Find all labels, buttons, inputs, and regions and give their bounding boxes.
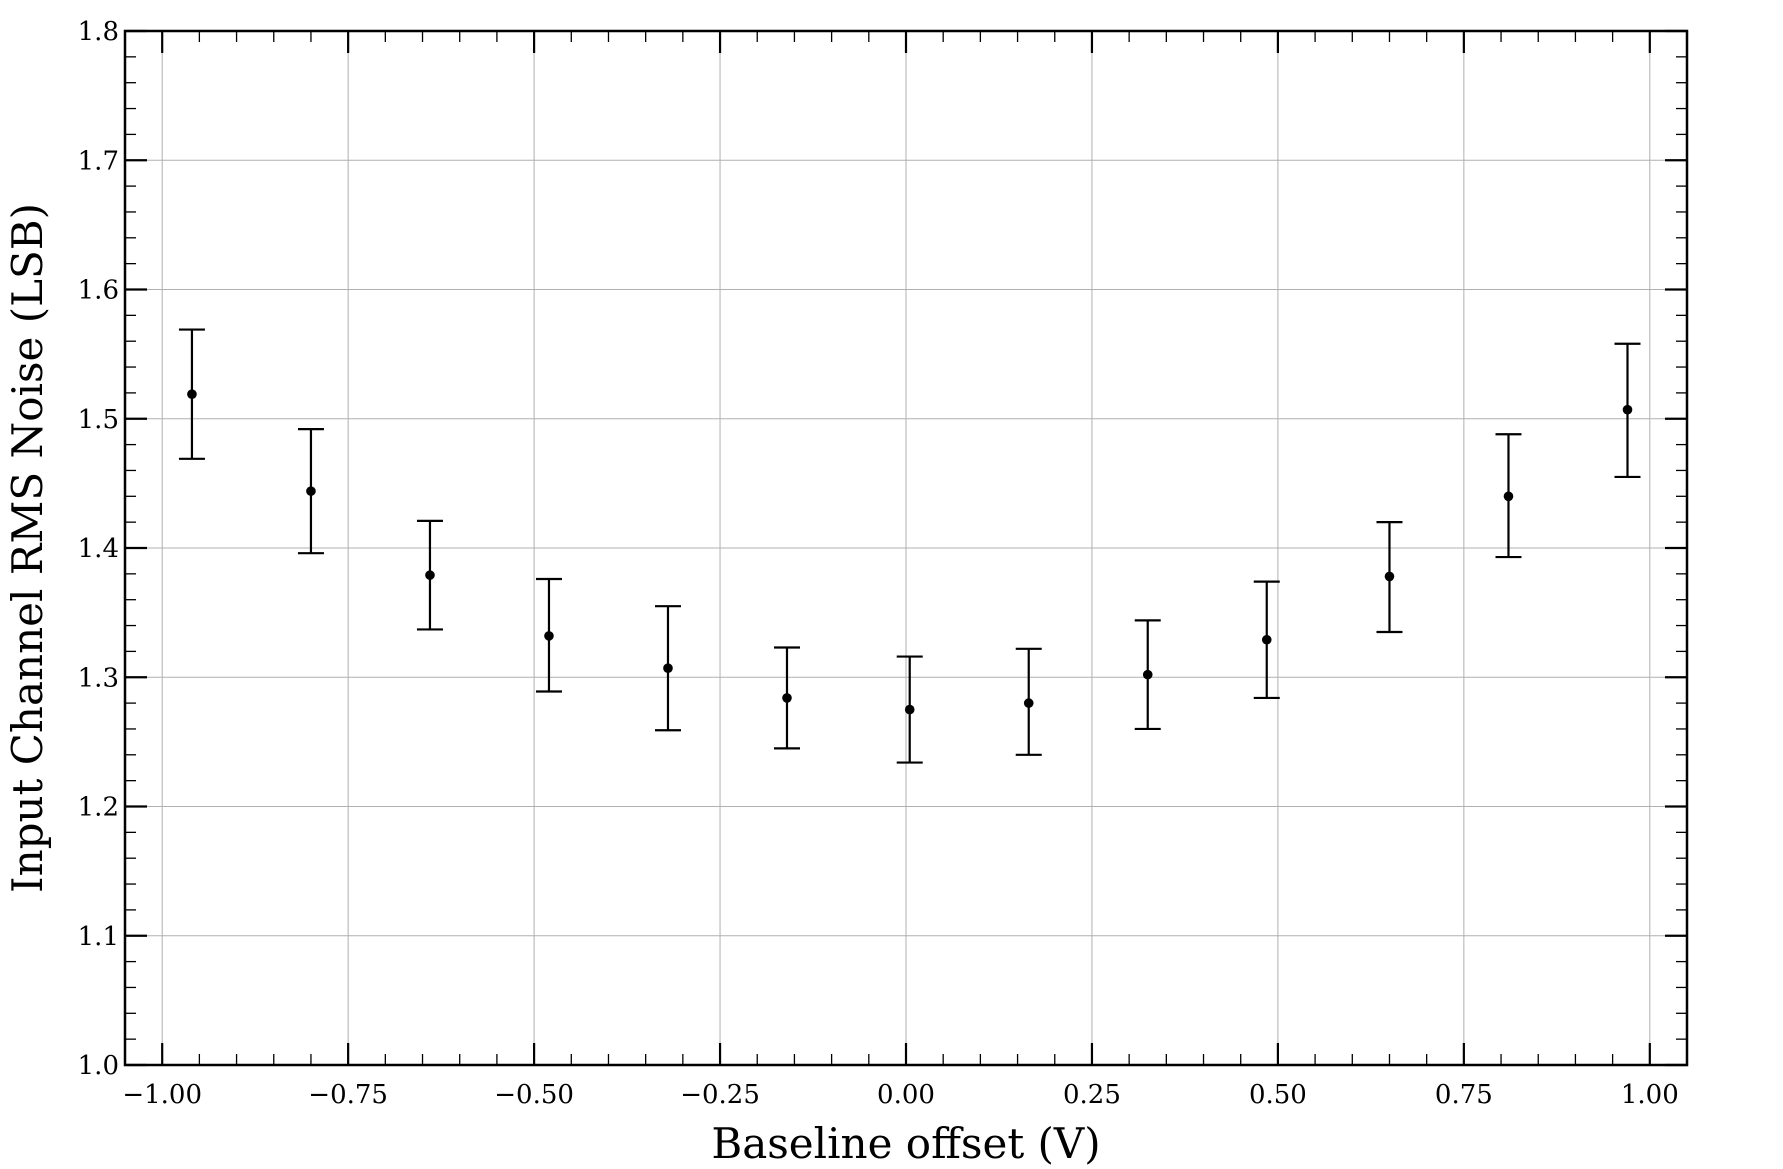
y-tick-label: 1.0 — [78, 1051, 119, 1081]
plot-frame — [123, 29, 1689, 1067]
data-point — [663, 663, 673, 674]
y-tick-label: 1.3 — [78, 663, 119, 693]
data-point — [1023, 698, 1034, 708]
data-point — [1622, 404, 1633, 415]
x-tick-label: −0.75 — [308, 1080, 388, 1110]
y-tick-label: 1.2 — [78, 793, 119, 823]
x-tick-labels: −1.00 −0.75 −0.50 −0.25 0.00 0.25 0.50 0.75 1.00 — [122, 1080, 1678, 1110]
x-tick-label: 0.00 — [877, 1080, 935, 1110]
x-tick-label: 0.50 — [1249, 1080, 1307, 1110]
data-point — [1503, 491, 1514, 502]
data-point — [425, 570, 435, 580]
ticks — [124, 29, 1688, 1067]
data-point — [904, 704, 915, 715]
data-point — [306, 486, 316, 496]
y-tick-label: 1.5 — [78, 405, 119, 435]
data-point — [187, 389, 197, 399]
grid — [125, 30, 1687, 1066]
y-tick-label: 1.7 — [78, 146, 119, 176]
data-point — [1261, 634, 1272, 645]
data-point — [782, 693, 792, 703]
y-tick-label: 1.6 — [78, 276, 119, 306]
x-tick-label: −0.50 — [494, 1080, 574, 1110]
y-tick-label: 1.8 — [78, 17, 119, 47]
data-point — [544, 631, 554, 641]
y-axis-label: Input Channel RMS Noise (LSB) — [3, 203, 52, 893]
data-point — [1142, 669, 1153, 680]
data-point — [1384, 571, 1395, 582]
x-tick-label: −1.00 — [122, 1080, 202, 1110]
y-tick-labels: 1.0 1.1 1.2 1.3 1.4 1.5 1.6 1.7 1.8 — [78, 17, 119, 1081]
x-axis-label: Baseline offset (V) — [711, 1119, 1100, 1168]
x-tick-label: 1.00 — [1621, 1080, 1679, 1110]
x-tick-label: 0.75 — [1435, 1080, 1493, 1110]
y-tick-label: 1.4 — [78, 534, 119, 564]
x-tick-label: −0.25 — [680, 1080, 760, 1110]
data-marks — [178, 328, 1641, 764]
y-tick-label: 1.1 — [78, 922, 119, 952]
x-tick-label: 0.25 — [1063, 1080, 1121, 1110]
